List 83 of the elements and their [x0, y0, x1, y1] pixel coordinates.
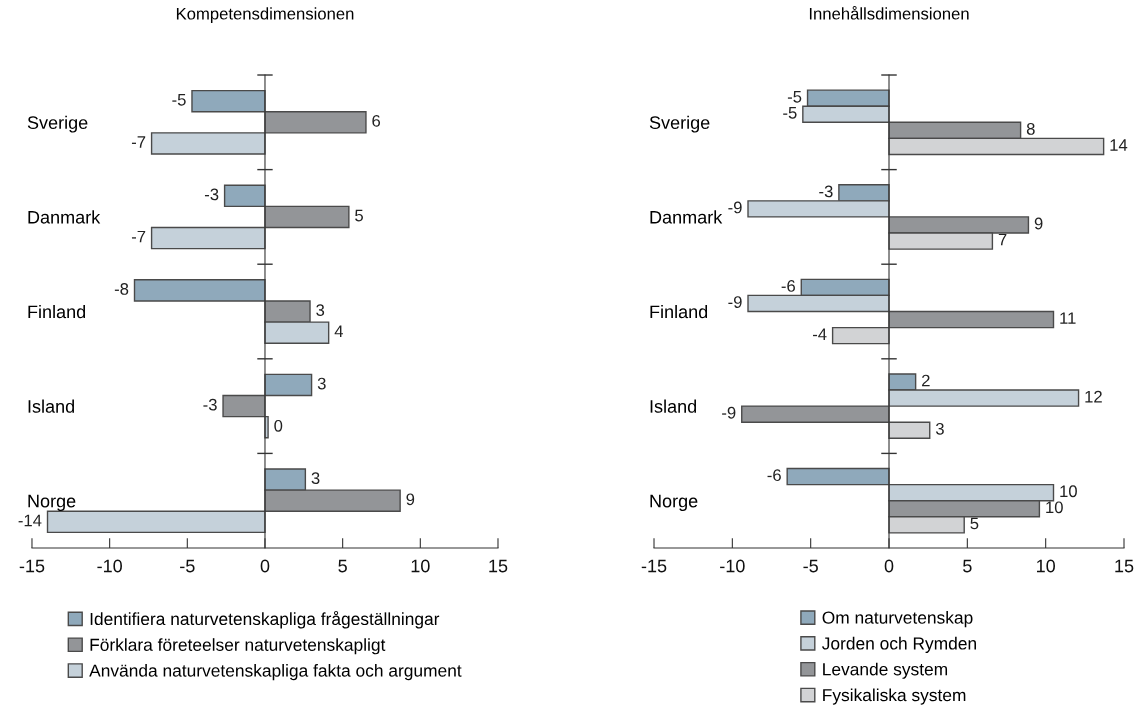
x-tick-label: 5: [963, 559, 972, 573]
data-label: 6: [372, 114, 381, 127]
bar: [150, 132, 266, 155]
y-tick-label: Finland: [650, 304, 708, 319]
y-tick-label: Norge: [28, 494, 76, 511]
bar: [264, 111, 367, 134]
data-label: 9: [1034, 217, 1043, 230]
y-tick-label: Sverige: [649, 115, 710, 133]
x-tick-label: 15: [489, 559, 508, 573]
legend-label: Fysikaliska system: [823, 688, 966, 705]
x-tick-label: -5: [803, 559, 818, 573]
legend-label: Levande system: [823, 662, 948, 679]
data-label: 11: [1060, 312, 1076, 324]
x-tick-label: -10: [720, 559, 745, 573]
y-tick-label: Danmark: [650, 210, 723, 224]
bar: [888, 421, 931, 439]
x-tick-label: 15: [1115, 559, 1134, 573]
legend-label: Jorden och Rymden: [822, 636, 976, 654]
bar: [222, 394, 266, 418]
data-label: -7: [131, 136, 146, 148]
data-label: -7: [131, 230, 146, 243]
data-label: -4: [812, 328, 827, 340]
x-tick-label: -5: [180, 559, 195, 573]
bar: [264, 373, 313, 397]
legend-label: Identifiera naturvetenskapliga frågeställningar: [90, 610, 440, 629]
y-tick-label: Danmark: [28, 210, 101, 224]
y-tick-label: Sverige: [27, 115, 88, 133]
bar: [741, 405, 890, 423]
bar: [786, 467, 890, 486]
x-tick-label: 0: [260, 559, 270, 573]
data-label: 3: [935, 422, 944, 435]
bar: [46, 510, 266, 534]
data-label: -9: [728, 201, 742, 214]
y-tick-label: Finland: [28, 304, 86, 319]
x-tick-label: -15: [641, 559, 667, 573]
data-label: 3: [316, 304, 325, 316]
y-tick-label: Island: [650, 399, 697, 413]
x-tick-label: 10: [1037, 559, 1056, 573]
data-label: 5: [355, 209, 363, 222]
data-label: -6: [767, 469, 781, 482]
bar: [888, 310, 1055, 329]
data-label: 3: [317, 377, 326, 390]
y-tick-label: Island: [28, 399, 74, 413]
data-label: 9: [406, 493, 415, 506]
x-tick-label: 5: [338, 559, 347, 573]
bar: [223, 184, 266, 208]
x-tick-label: -10: [97, 559, 122, 573]
data-label: 5: [970, 517, 979, 530]
bar: [264, 205, 350, 229]
data-label: 8: [1026, 123, 1035, 135]
data-label: -5: [787, 91, 802, 103]
data-label: -14: [18, 514, 42, 527]
data-label: -3: [204, 188, 219, 201]
data-label: -6: [781, 280, 795, 292]
data-label: 10: [1060, 485, 1077, 498]
bar: [191, 89, 266, 113]
data-label: 12: [1085, 390, 1102, 403]
chart-title: Innehållsdimensionen: [809, 6, 969, 20]
x-tick-label: -15: [19, 559, 45, 573]
chart-title: Kompetensdimensionen: [176, 7, 354, 23]
data-label: -3: [819, 185, 833, 198]
data-label: -9: [722, 406, 736, 419]
data-label: 14: [1110, 139, 1128, 151]
data-label: -9: [728, 296, 742, 308]
data-label: 0: [274, 419, 283, 432]
bar: [831, 326, 890, 345]
data-label: 7: [998, 233, 1007, 246]
data-label: 4: [334, 325, 344, 337]
legend-label: Använda naturvetenskapliga fakta och argument: [89, 664, 462, 681]
legend-label: Förklara företeelser naturvetenskapligt: [90, 638, 386, 655]
data-label: 3: [311, 472, 320, 485]
data-label: 10: [1046, 501, 1063, 514]
data-label: -5: [172, 94, 186, 106]
data-label: -8: [114, 283, 129, 295]
x-tick-label: 0: [884, 559, 894, 573]
legend-label: Om naturvetenskap: [822, 611, 973, 628]
bar: [133, 279, 266, 302]
data-label: -5: [783, 107, 797, 119]
x-tick-label: 10: [411, 559, 430, 573]
data-label: 2: [922, 374, 930, 387]
bar: [150, 226, 266, 250]
data-label: -3: [203, 398, 217, 411]
y-tick-label: Norge: [650, 494, 698, 511]
